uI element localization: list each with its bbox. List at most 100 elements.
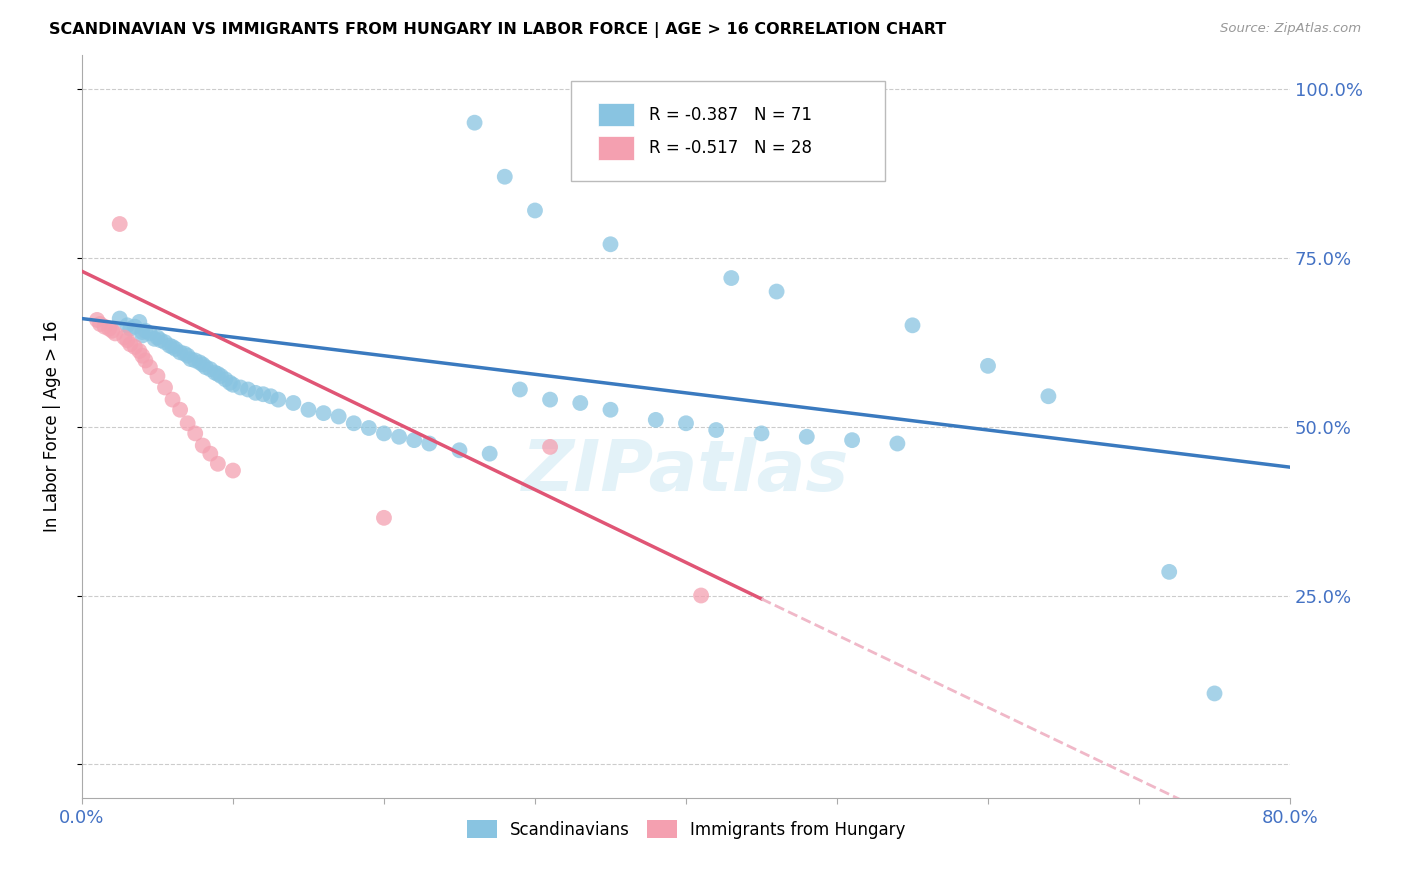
Point [977, 359, 1000, 373]
Point [245, 385, 267, 400]
Point [297, 402, 319, 417]
Point [478, 447, 501, 461]
Point [644, 413, 666, 427]
Point [901, 318, 924, 333]
Point [184, 426, 207, 441]
Point [449, 443, 471, 458]
Point [191, 358, 214, 372]
Point [207, 457, 229, 471]
Text: ZIPatlas: ZIPatlas [522, 437, 849, 506]
Point [886, 436, 908, 450]
Point [131, 325, 153, 339]
Point [159, 338, 181, 352]
Point [93, 319, 115, 334]
Point [89, 317, 111, 331]
Point [112, 330, 135, 344]
Point [104, 326, 127, 341]
Point [720, 271, 742, 285]
Point [86, 313, 108, 327]
Point [599, 402, 621, 417]
Text: SCANDINAVIAN VS IMMIGRANTS FROM HUNGARY IN LABOR FORCE | AGE > 16 CORRELATION CH: SCANDINAVIAN VS IMMIGRANTS FROM HUNGARY … [49, 22, 946, 38]
Point [134, 324, 156, 338]
Point [149, 333, 172, 347]
Point [180, 352, 202, 367]
Point [328, 409, 350, 424]
Text: R = -0.387   N = 71: R = -0.387 N = 71 [648, 105, 811, 124]
Point [139, 326, 162, 341]
Point [176, 417, 198, 431]
Point [117, 318, 139, 333]
Point [162, 392, 184, 407]
Point [101, 324, 124, 338]
Text: Source: ZipAtlas.com: Source: ZipAtlas.com [1220, 22, 1361, 36]
Point [188, 355, 211, 369]
Point [675, 417, 697, 431]
Point [343, 417, 366, 431]
Point [841, 433, 863, 447]
FancyBboxPatch shape [598, 103, 634, 127]
Point [128, 343, 150, 358]
Point [176, 349, 198, 363]
Point [796, 430, 818, 444]
Point [120, 321, 142, 335]
Point [194, 360, 217, 375]
Point [312, 406, 335, 420]
Point [373, 426, 395, 441]
Point [146, 330, 169, 344]
Point [690, 589, 713, 603]
Point [162, 340, 184, 354]
Point [120, 337, 142, 351]
Point [765, 285, 787, 299]
Point [373, 511, 395, 525]
Point [153, 380, 176, 394]
Point [1204, 686, 1226, 700]
Point [357, 421, 380, 435]
Point [173, 347, 195, 361]
Point [131, 349, 153, 363]
Point [267, 392, 290, 407]
Point [214, 372, 236, 386]
Point [538, 440, 561, 454]
Point [204, 366, 226, 380]
Point [191, 438, 214, 452]
Point [222, 464, 245, 478]
Point [219, 376, 242, 390]
Point [222, 377, 245, 392]
Point [523, 203, 546, 218]
Point [200, 447, 222, 461]
Point [200, 362, 222, 376]
Point [108, 311, 131, 326]
Point [252, 387, 274, 401]
Point [134, 353, 156, 368]
Point [169, 345, 191, 359]
Point [131, 328, 153, 343]
Point [207, 367, 229, 381]
Point [404, 433, 426, 447]
Point [98, 321, 121, 335]
Point [209, 369, 232, 384]
FancyBboxPatch shape [571, 81, 886, 181]
Point [146, 369, 169, 384]
Point [229, 380, 252, 394]
Point [538, 392, 561, 407]
Point [128, 315, 150, 329]
Point [184, 353, 207, 368]
Point [1159, 565, 1181, 579]
Point [704, 423, 727, 437]
Point [236, 383, 259, 397]
Text: R = -0.517   N = 28: R = -0.517 N = 28 [648, 139, 811, 157]
Y-axis label: In Labor Force | Age > 16: In Labor Force | Age > 16 [44, 321, 60, 533]
Point [418, 436, 440, 450]
Point [464, 116, 486, 130]
Point [388, 430, 411, 444]
Point [599, 237, 621, 252]
Point [283, 396, 305, 410]
Point [169, 402, 191, 417]
Point [124, 340, 146, 354]
Point [153, 335, 176, 350]
Point [1038, 389, 1060, 403]
Point [117, 333, 139, 347]
FancyBboxPatch shape [598, 136, 634, 160]
Point [139, 360, 162, 375]
Legend: Scandinavians, Immigrants from Hungary: Scandinavians, Immigrants from Hungary [460, 814, 912, 846]
